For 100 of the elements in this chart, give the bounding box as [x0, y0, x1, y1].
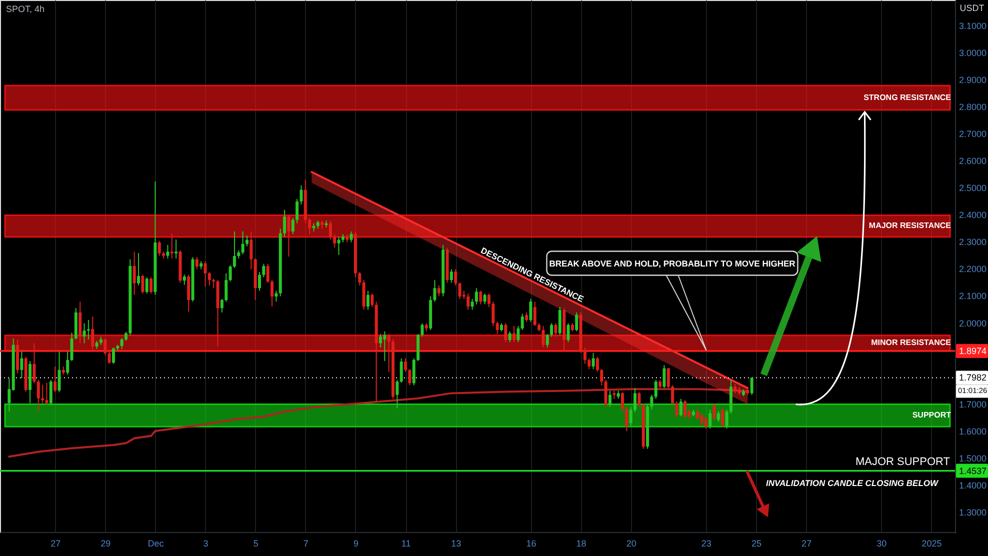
- candlestick: [387, 334, 390, 372]
- candlestick: [287, 214, 290, 258]
- candlestick: [654, 379, 658, 400]
- y-tick-label: 3.0000: [959, 48, 987, 58]
- candlestick: [20, 351, 24, 379]
- candlestick: [150, 276, 153, 294]
- candlestick: [566, 322, 570, 343]
- y-tick-label: 2.7000: [959, 129, 987, 140]
- candlestick: [145, 276, 148, 294]
- candlestick: [721, 408, 724, 428]
- candlestick: [366, 290, 370, 310]
- candlestick: [700, 413, 704, 426]
- x-tick-label: 25: [751, 538, 762, 548]
- band-label: MAJOR RESISTANCE: [868, 221, 952, 230]
- candlestick: [296, 198, 299, 224]
- y-tick-label: 1.4000: [959, 480, 987, 490]
- candlestick: [529, 298, 532, 322]
- candlestick: [120, 338, 124, 350]
- candlestick: [358, 271, 362, 286]
- candlestick: [496, 321, 499, 335]
- y-tick-label: 2.9000: [959, 75, 987, 86]
- candlestick: [600, 368, 604, 386]
- x-tick-label: 27: [802, 538, 812, 548]
- x-tick-label: 27: [50, 538, 61, 548]
- candlestick: [671, 384, 674, 405]
- candlestick: [54, 366, 57, 393]
- candlestick: [466, 293, 470, 310]
- candlestick: [36, 379, 40, 412]
- band-label: MINOR RESISTANCE: [871, 338, 952, 348]
- candlestick: [108, 350, 111, 364]
- candlestick: [274, 290, 278, 302]
- annotation: BREAK ABOVE AND HOLD, PROBABLITY TO MOVE HIGHER: [549, 258, 796, 268]
- candlestick: [716, 410, 720, 422]
- candlestick: [350, 230, 353, 243]
- y-tick-label: 2.2000: [959, 264, 987, 274]
- candlestick: [604, 379, 608, 408]
- candlestick: [408, 368, 412, 386]
- candlestick: [725, 409, 728, 430]
- candlestick: [542, 325, 545, 348]
- candlestick: [112, 347, 115, 364]
- candlestick: [550, 322, 554, 338]
- x-tick-label: 23: [701, 538, 712, 548]
- candlestick: [158, 240, 161, 256]
- annotation: INVALIDATION CANDLE CLOSING BELOW: [766, 478, 939, 488]
- candlestick: [132, 251, 136, 296]
- x-tick-label: 11: [401, 538, 411, 548]
- y-tick-label: 2.8000: [959, 102, 987, 112]
- candlestick: [91, 316, 94, 351]
- candlestick: [454, 268, 458, 286]
- candlestick: [679, 398, 682, 417]
- candlestick: [625, 406, 628, 432]
- band-label: STRONG RESISTANCE: [864, 92, 952, 102]
- candlestick: [508, 330, 512, 343]
- candlestick: [232, 230, 236, 268]
- candlestick: [588, 358, 591, 370]
- candlestick: [525, 312, 528, 322]
- candlestick: [187, 274, 190, 312]
- y-tick-label: 1.7982: [959, 372, 987, 383]
- candlestick: [170, 232, 174, 259]
- candlestick: [474, 288, 478, 305]
- candlestick: [433, 280, 436, 302]
- candlestick: [504, 322, 508, 343]
- candlestick: [629, 406, 632, 426]
- candlestick: [696, 409, 700, 421]
- x-tick-label: 3: [203, 538, 208, 548]
- candlestick: [166, 244, 170, 259]
- candlestick: [662, 364, 666, 389]
- candlestick: [283, 209, 286, 238]
- candlestick: [708, 409, 712, 430]
- y-axis-title: USDT: [960, 3, 985, 13]
- candlestick: [458, 282, 462, 300]
- x-tick-label: Dec: [148, 538, 164, 548]
- ref-line-label: MAJOR SUPPORT: [855, 456, 950, 468]
- candlestick: [450, 268, 453, 284]
- candlestick: [328, 220, 332, 240]
- candlestick: [82, 322, 86, 344]
- candlestick: [575, 312, 578, 332]
- y-tick-label: 1.7000: [959, 399, 987, 410]
- candlestick: [228, 264, 232, 282]
- candlestick: [104, 338, 107, 356]
- y-tick-label: 3.1000: [959, 21, 987, 32]
- candlestick: [241, 230, 244, 255]
- x-tick-label: 29: [100, 538, 111, 548]
- x-tick-label: 30: [876, 538, 887, 548]
- candlestick: [224, 272, 228, 302]
- candlestick: [66, 351, 70, 376]
- x-tick-label: 2025: [922, 538, 942, 548]
- candlestick: [378, 334, 382, 348]
- candlestick: [250, 230, 253, 270]
- candlestick: [533, 301, 536, 326]
- candlestick: [750, 376, 754, 396]
- candlestick: [675, 401, 678, 418]
- y-tick-label: 1.5000: [959, 453, 987, 464]
- candlestick: [266, 263, 270, 284]
- candlestick: [49, 379, 52, 406]
- candlestick: [45, 382, 48, 406]
- candlestick: [558, 306, 562, 336]
- candlestick: [608, 390, 612, 408]
- candlestick: [704, 416, 708, 430]
- candlestick: [479, 290, 482, 305]
